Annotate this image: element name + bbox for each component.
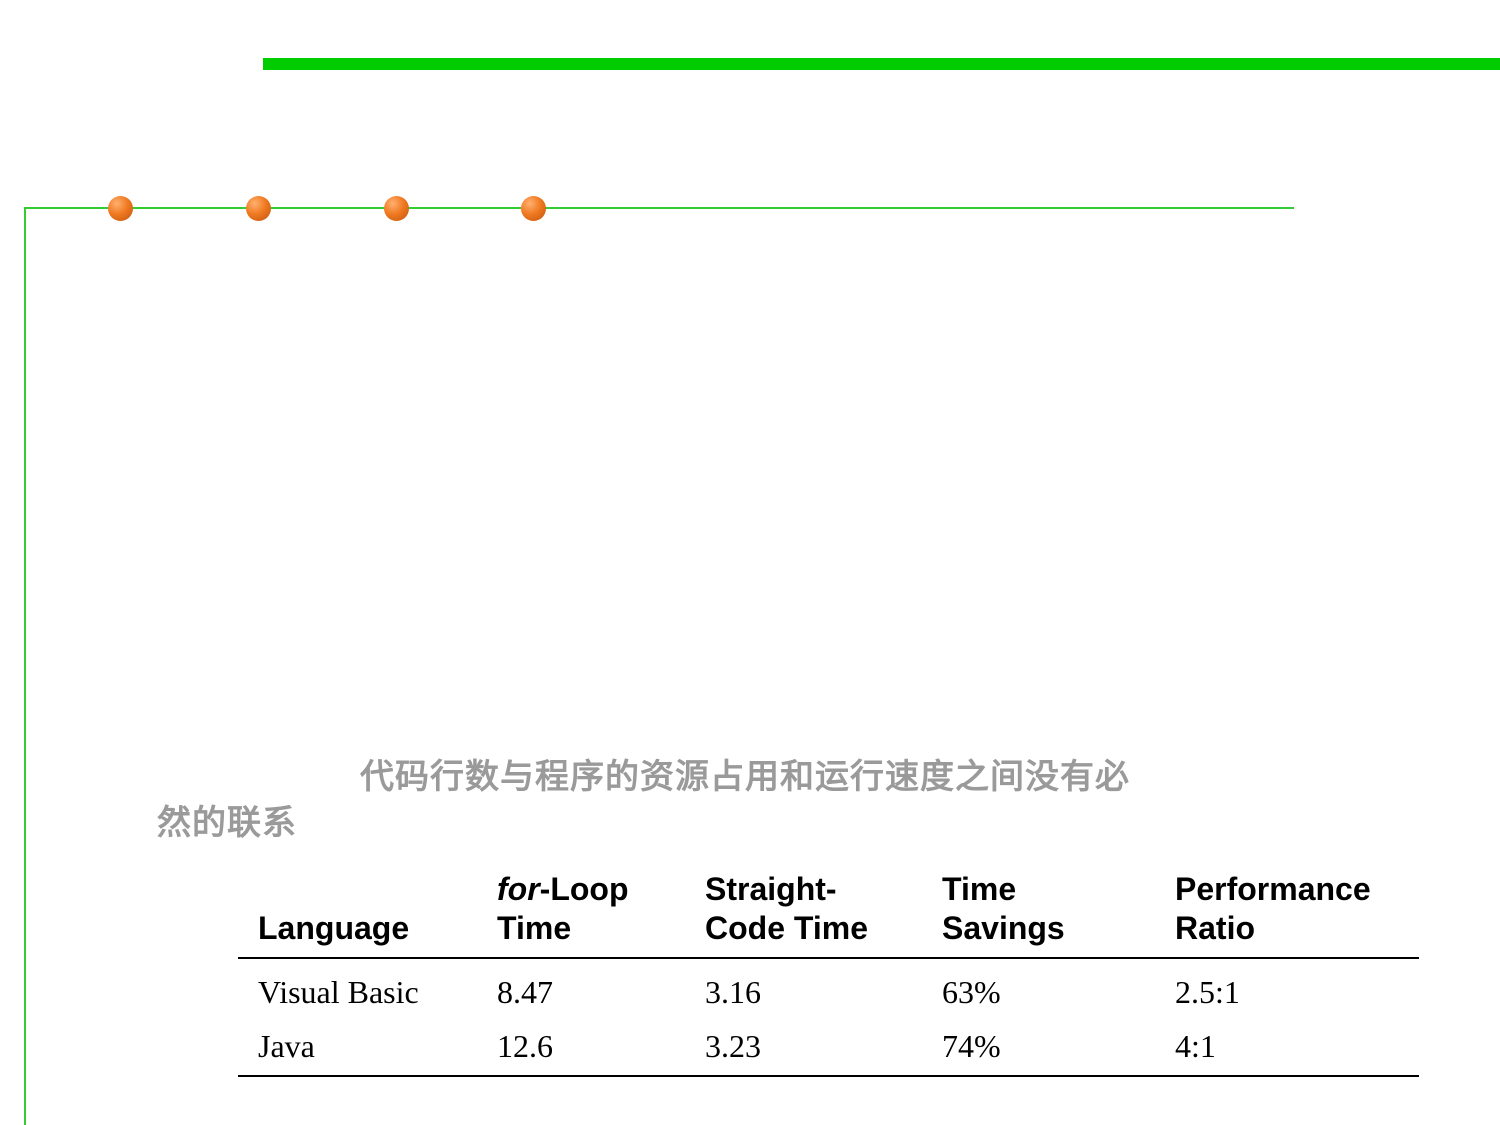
bullet-dot-icon bbox=[108, 196, 133, 221]
cell-time-savings: 63% bbox=[942, 973, 1001, 1010]
cell-performance-ratio: 4:1 bbox=[1175, 1019, 1419, 1077]
bullet-dot-icon bbox=[521, 196, 546, 221]
header-straight-line1: Straight- bbox=[705, 871, 837, 907]
cell-straight-code-time: 3.16 bbox=[705, 973, 761, 1010]
header-language-line2: Language bbox=[258, 910, 410, 946]
header-for-keyword: for bbox=[497, 871, 540, 907]
cell-language: Java bbox=[238, 1019, 497, 1077]
table-row: Visual Basic 8.47 3.16 63% 2.5:1 bbox=[238, 958, 1419, 1019]
cell-performance-ratio: 2.5:1 bbox=[1175, 973, 1240, 1010]
left-rule bbox=[24, 207, 26, 1125]
table-header-row: Language for-Loop Time Straight- Code Ti… bbox=[238, 862, 1419, 959]
header-performance-ratio: Performance Ratio bbox=[1175, 862, 1419, 959]
header-ratio-line1: Performance bbox=[1175, 871, 1371, 907]
cell-time-savings: 74% bbox=[942, 1019, 1175, 1077]
caption-line-1: 代码行数与程序的资源占用和运行速度之间没有必 bbox=[360, 757, 1130, 797]
header-ratio-line2: Ratio bbox=[1175, 910, 1255, 946]
top-accent-bar bbox=[263, 58, 1500, 70]
bullet-dot-icon bbox=[384, 196, 409, 221]
cell-language: Visual Basic bbox=[258, 973, 419, 1010]
cell-for-loop-time: 12.6 bbox=[497, 1019, 705, 1077]
header-savings-line2: Savings bbox=[942, 910, 1065, 946]
performance-table: Language for-Loop Time Straight- Code Ti… bbox=[238, 862, 1419, 1077]
header-time-savings: Time Savings bbox=[942, 862, 1175, 959]
header-for-loop-line2: Time bbox=[497, 910, 572, 946]
cell-for-loop-time: 8.47 bbox=[497, 973, 553, 1010]
caption-line-2: 然的联系 bbox=[157, 803, 297, 843]
cell-straight-code-time: 3.23 bbox=[705, 1019, 942, 1077]
header-straight-code-time: Straight- Code Time bbox=[705, 862, 942, 959]
header-savings-line1: Time bbox=[942, 871, 1017, 907]
header-for-loop-line1: for-Loop bbox=[497, 870, 705, 909]
header-rule bbox=[24, 207, 1294, 209]
header-straight-line2: Code Time bbox=[705, 910, 868, 946]
bullet-dot-icon bbox=[246, 196, 271, 221]
header-loop-suffix: -Loop bbox=[539, 871, 629, 907]
header-language: Language bbox=[238, 862, 497, 959]
header-for-loop-time: for-Loop Time bbox=[497, 862, 705, 959]
table-row: Java 12.6 3.23 74% 4:1 bbox=[238, 1019, 1419, 1077]
